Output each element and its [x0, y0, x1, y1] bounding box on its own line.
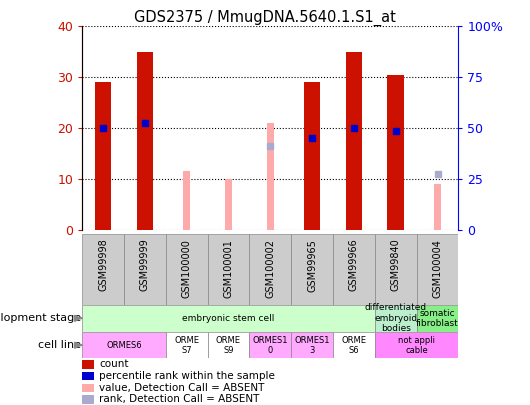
Bar: [166, 332, 208, 358]
Text: ORME
S7: ORME S7: [174, 336, 199, 355]
Text: GSM99966: GSM99966: [349, 239, 359, 291]
Text: GSM100004: GSM100004: [432, 239, 443, 298]
Bar: [375, 234, 417, 305]
Bar: [375, 305, 417, 332]
Bar: [82, 305, 375, 332]
Text: count: count: [99, 360, 129, 369]
Text: somatic
fibroblast: somatic fibroblast: [416, 309, 459, 328]
Text: not appli
cable: not appli cable: [398, 336, 435, 355]
Text: cell line: cell line: [38, 340, 81, 350]
Bar: [82, 360, 94, 369]
Text: GSM100002: GSM100002: [266, 239, 275, 298]
Bar: [82, 384, 94, 392]
Text: ORMES1
0: ORMES1 0: [253, 336, 288, 355]
Text: GSM99840: GSM99840: [391, 239, 401, 291]
Bar: [387, 75, 404, 230]
Bar: [417, 234, 458, 305]
Text: GSM100001: GSM100001: [224, 239, 234, 298]
Bar: [267, 123, 274, 230]
Bar: [137, 52, 153, 230]
Text: GSM99965: GSM99965: [307, 239, 317, 292]
Text: ORMES6: ORMES6: [106, 341, 142, 350]
Text: embryonic stem cell: embryonic stem cell: [182, 314, 275, 323]
Bar: [166, 234, 208, 305]
Bar: [333, 332, 375, 358]
Text: percentile rank within the sample: percentile rank within the sample: [99, 371, 275, 381]
Bar: [304, 82, 321, 230]
Bar: [82, 332, 166, 358]
Bar: [333, 234, 375, 305]
Text: differentiated
embryoid
bodies: differentiated embryoid bodies: [365, 303, 427, 333]
Text: rank, Detection Call = ABSENT: rank, Detection Call = ABSENT: [99, 394, 260, 405]
Text: ORME
S9: ORME S9: [216, 336, 241, 355]
Bar: [95, 82, 111, 230]
Bar: [208, 332, 250, 358]
Bar: [183, 171, 190, 230]
Bar: [82, 234, 124, 305]
Bar: [225, 179, 232, 230]
Text: GSM100000: GSM100000: [182, 239, 192, 298]
Bar: [291, 332, 333, 358]
Bar: [417, 305, 458, 332]
Text: GSM99999: GSM99999: [140, 239, 150, 291]
Bar: [82, 372, 94, 380]
Bar: [434, 184, 441, 230]
Bar: [208, 234, 250, 305]
Text: value, Detection Call = ABSENT: value, Detection Call = ABSENT: [99, 383, 264, 393]
Text: GSM99998: GSM99998: [98, 239, 108, 291]
Bar: [250, 332, 291, 358]
Text: ORME
S6: ORME S6: [341, 336, 366, 355]
Bar: [82, 395, 94, 404]
Bar: [346, 52, 363, 230]
Text: ORMES1
3: ORMES1 3: [294, 336, 330, 355]
Bar: [124, 234, 166, 305]
Bar: [250, 234, 291, 305]
Bar: [375, 332, 458, 358]
Text: development stage: development stage: [0, 313, 81, 323]
Text: GDS2375 / MmugDNA.5640.1.S1_at: GDS2375 / MmugDNA.5640.1.S1_at: [134, 10, 396, 26]
Bar: [291, 234, 333, 305]
